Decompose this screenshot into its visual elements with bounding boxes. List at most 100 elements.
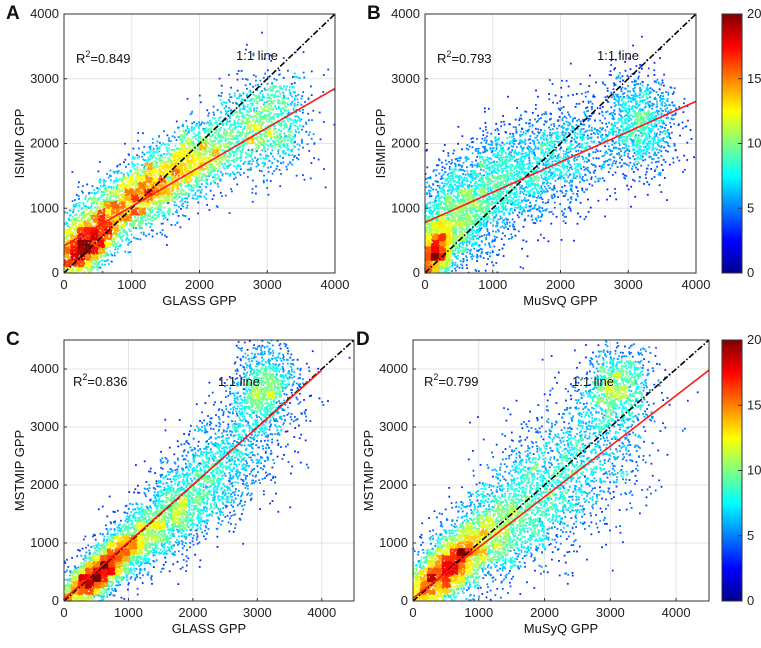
scatter-point xyxy=(294,73,296,75)
scatter-point xyxy=(145,223,147,225)
scatter-point xyxy=(239,150,241,152)
scatter-point xyxy=(174,131,176,133)
scatter-point xyxy=(186,207,188,209)
scatter-point xyxy=(181,200,183,202)
scatter-point xyxy=(239,93,241,95)
scatter-point xyxy=(141,156,143,158)
scatter-point xyxy=(260,154,262,156)
scatter-point xyxy=(234,120,236,122)
scatter-point xyxy=(286,166,288,168)
scatter-point xyxy=(293,91,295,93)
scatter-point xyxy=(212,117,214,119)
scatter-point xyxy=(263,175,265,177)
scatter-point xyxy=(68,218,70,220)
scatter-point xyxy=(279,169,281,171)
scatter-point xyxy=(193,190,195,192)
scatter-point xyxy=(292,76,294,78)
scatter-point xyxy=(191,111,193,113)
scatter-point xyxy=(200,192,202,194)
scatter-point xyxy=(174,137,176,139)
scatter-point xyxy=(228,107,230,109)
scatter-point xyxy=(236,132,238,134)
scatter-point xyxy=(199,195,201,197)
scatter-point xyxy=(283,57,285,59)
scatter-point xyxy=(287,120,289,122)
scatter-point xyxy=(299,145,301,147)
scatter-point xyxy=(134,157,136,159)
scatter-point xyxy=(240,154,242,156)
scatter-point xyxy=(201,121,203,123)
scatter-point xyxy=(158,155,160,157)
scatter-point xyxy=(250,106,252,108)
scatter-point xyxy=(200,186,202,188)
scatter-point xyxy=(151,211,153,213)
scatter-point xyxy=(176,205,178,207)
scatter-point xyxy=(215,120,217,122)
scatter-point xyxy=(249,83,251,85)
scatter-point xyxy=(78,198,80,200)
scatter-point xyxy=(168,140,170,142)
scatter-point xyxy=(298,149,300,151)
scatter-point xyxy=(272,173,274,175)
scatter-point xyxy=(161,213,163,215)
scatter-point xyxy=(124,159,126,161)
scatter-point xyxy=(301,142,303,144)
scatter-point xyxy=(285,89,287,91)
scatter-point xyxy=(124,231,126,233)
scatter-point xyxy=(236,138,238,140)
scatter-point xyxy=(288,154,290,156)
scatter-point xyxy=(287,98,289,100)
scatter-point xyxy=(206,122,208,124)
scatter-point xyxy=(98,180,100,182)
scatter-point xyxy=(299,77,301,79)
scatter-point xyxy=(105,187,107,189)
scatter-point xyxy=(295,125,297,127)
scatter-point xyxy=(245,152,247,154)
scatter-point xyxy=(277,153,279,155)
scatter-point xyxy=(142,132,144,134)
scatter-point xyxy=(140,232,142,234)
scatter-point xyxy=(137,163,139,165)
scatter-point xyxy=(270,152,272,154)
scatter-point xyxy=(220,111,222,113)
scatter-point xyxy=(291,164,293,166)
scatter-point xyxy=(254,157,256,159)
scatter-point xyxy=(144,220,146,222)
scatter-point xyxy=(101,260,103,262)
scatter-point xyxy=(237,90,239,92)
scatter-point xyxy=(195,125,197,127)
scatter-point xyxy=(145,160,147,162)
scatter-point xyxy=(261,170,263,172)
scatter-point xyxy=(178,136,180,138)
scatter-point xyxy=(276,160,278,162)
scatter-point xyxy=(290,140,292,142)
scatter-point xyxy=(286,169,288,171)
scatter-point xyxy=(224,163,226,165)
scatter-point xyxy=(223,101,225,103)
scatter-point xyxy=(303,51,305,53)
scatter-point xyxy=(238,140,240,142)
scatter-point xyxy=(261,90,263,92)
scatter-point xyxy=(255,80,257,82)
scatter-point xyxy=(245,84,247,86)
scatter-point xyxy=(265,155,267,157)
scatter-point xyxy=(313,133,315,135)
scatter-point xyxy=(128,154,130,156)
scatter-point xyxy=(65,223,67,225)
scatter-point xyxy=(242,103,244,105)
scatter-point xyxy=(283,77,285,79)
scatter-point xyxy=(303,72,305,74)
scatter-point xyxy=(157,141,159,143)
scatter-point xyxy=(267,69,269,71)
scatter-point xyxy=(188,184,190,186)
scatter-point xyxy=(294,76,296,78)
scatter-point xyxy=(128,163,130,165)
scatter-point xyxy=(287,149,289,151)
scatter-point xyxy=(225,140,227,142)
scatter-point xyxy=(84,198,86,200)
scatter-point xyxy=(300,125,302,127)
scatter-point xyxy=(280,162,282,164)
scatter-point xyxy=(298,154,300,156)
scatter-point xyxy=(307,113,309,115)
scatter-point xyxy=(201,189,203,191)
